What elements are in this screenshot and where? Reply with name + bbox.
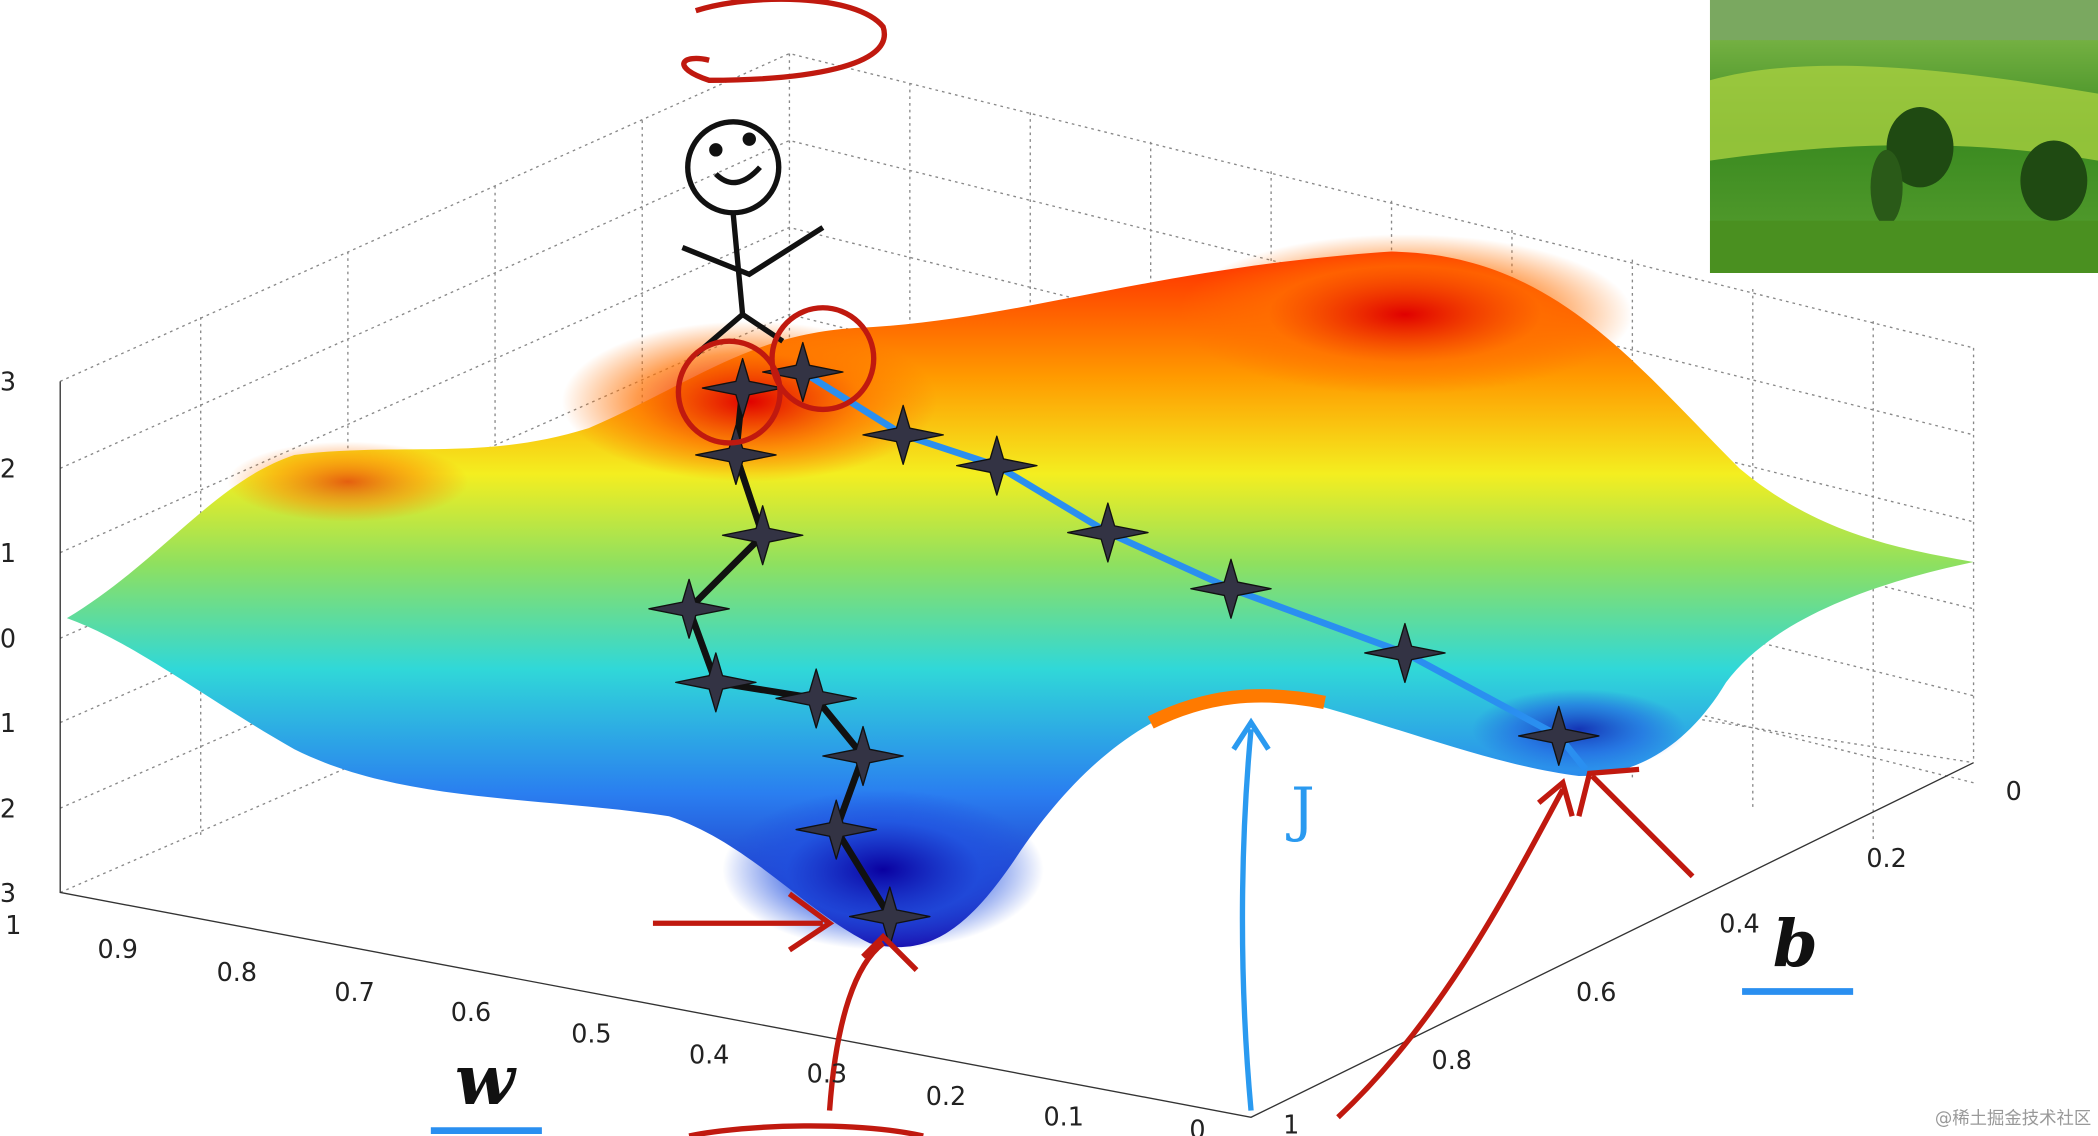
b-tick-label: 0.4 <box>1719 909 1759 939</box>
z-tick-label: 3 <box>0 878 16 908</box>
b-tick-label: 0.8 <box>1432 1045 1472 1075</box>
step-star <box>695 424 777 486</box>
b-tick-label: 0.6 <box>1576 977 1616 1007</box>
landscape-thumbnail <box>1709 0 2098 273</box>
step-star <box>648 578 730 639</box>
w-tick-label: 0.3 <box>807 1058 847 1088</box>
step-star <box>822 725 904 787</box>
w-tick-label: 0.7 <box>334 977 374 1007</box>
step-star <box>761 341 844 403</box>
step-star <box>721 505 804 566</box>
b-tick-label: 0 <box>2006 776 2022 806</box>
step-star <box>775 668 857 729</box>
cost-label: J <box>1286 775 1315 844</box>
z-tick-label: 1 <box>0 708 16 738</box>
descent-paths <box>648 341 1600 947</box>
axes <box>59 381 1974 1118</box>
w-tick-label: 0.9 <box>98 934 138 964</box>
b-tick-label: 1 <box>1283 1109 1299 1136</box>
b-tick-label: 0.2 <box>1866 843 1906 873</box>
w-tick-label: 0.5 <box>571 1018 611 1048</box>
cost-annotation: J <box>1231 717 1315 1111</box>
surface <box>66 234 1974 951</box>
w-tick-label: 0 <box>1189 1115 1205 1136</box>
b-axis-label: b <box>1773 907 1818 982</box>
z-tick-label: 2 <box>0 794 16 824</box>
z-tick-label: 2 <box>0 454 16 484</box>
step-star <box>795 799 878 860</box>
watermark: @稀土掘金技术社区 <box>1935 1109 2091 1129</box>
step-star <box>1190 558 1272 619</box>
annotations <box>652 0 1695 1136</box>
z-tick-label: 1 <box>0 538 16 568</box>
w-tick-label: 0.6 <box>451 997 491 1027</box>
z-tick-label: 3 <box>0 367 16 397</box>
w-axis-label: w <box>455 1040 517 1121</box>
step-star <box>1517 705 1600 767</box>
stick-figure <box>681 119 825 357</box>
step-star <box>1067 502 1149 563</box>
step-star <box>956 435 1038 496</box>
step-star <box>862 404 944 465</box>
w-tick-label: 0.2 <box>926 1081 966 1111</box>
w-tick-label: 0.4 <box>689 1040 729 1070</box>
w-tick-label: 0.8 <box>217 957 257 987</box>
step-star <box>675 652 757 713</box>
z-tick-label: 0 <box>0 624 16 654</box>
step-star <box>1364 622 1446 684</box>
step-star <box>701 357 784 419</box>
w-tick-label: 1 <box>5 910 21 940</box>
w-tick-label: 0.1 <box>1044 1101 1084 1131</box>
